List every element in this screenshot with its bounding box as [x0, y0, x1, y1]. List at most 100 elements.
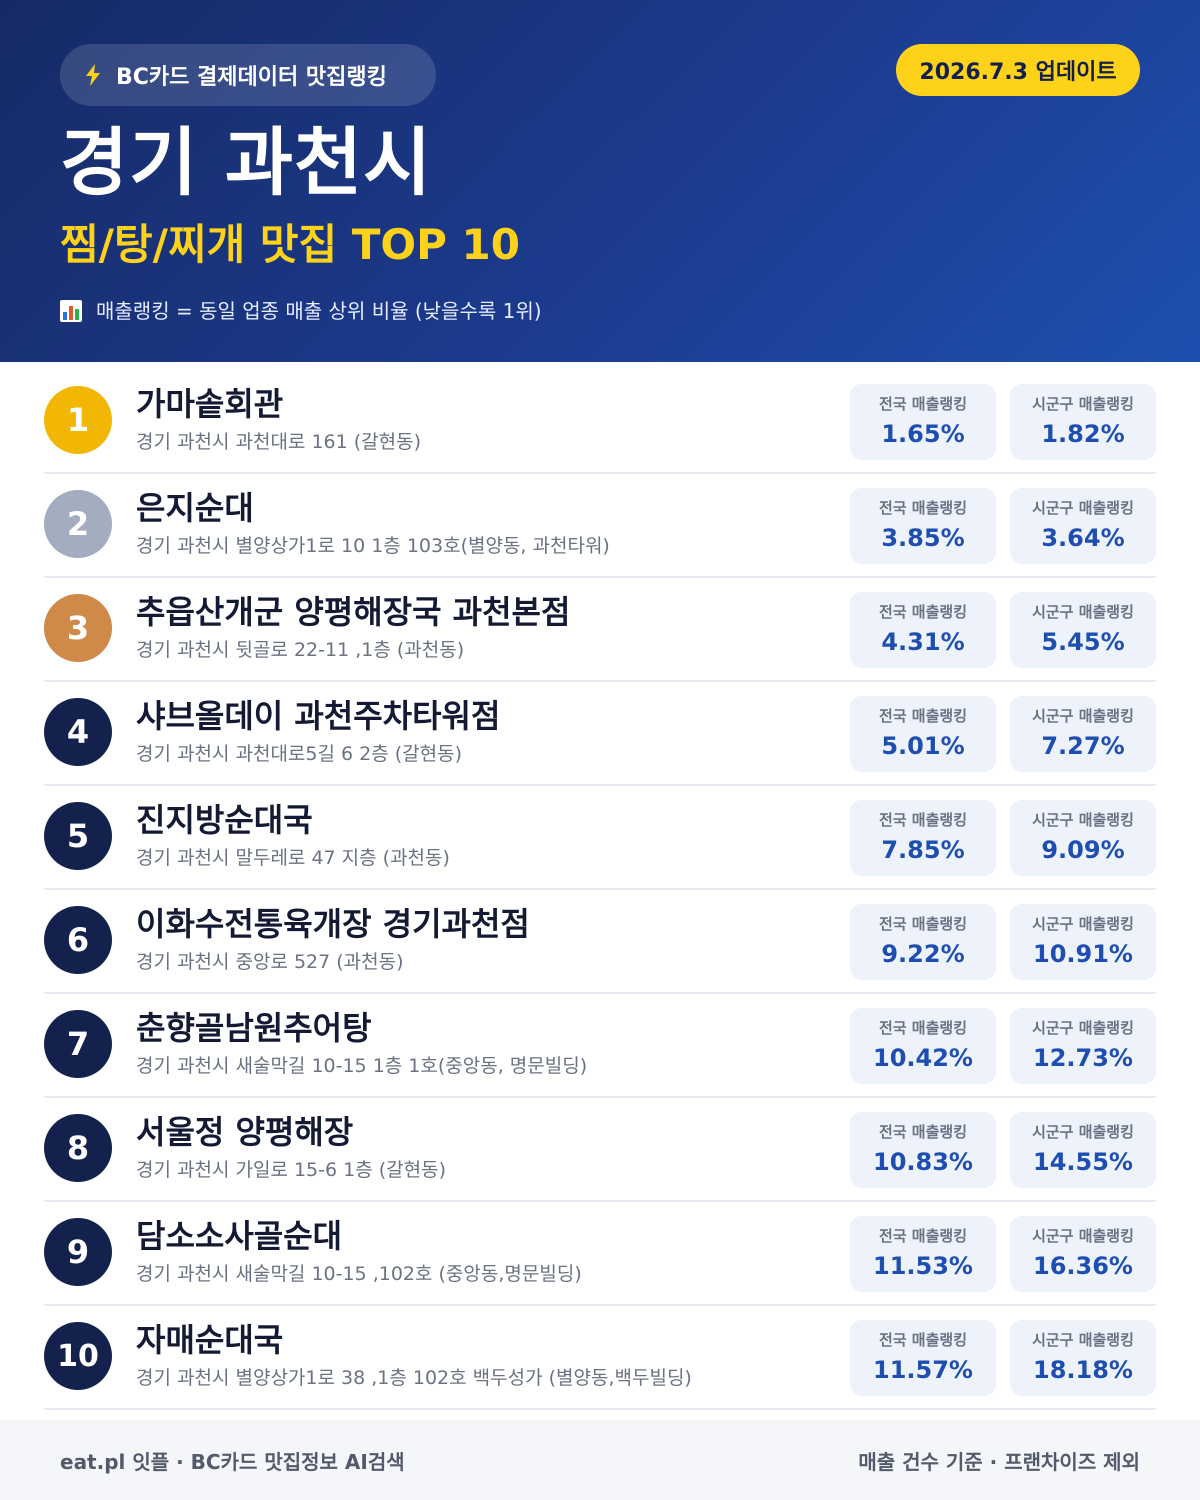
list-item[interactable]: 7 춘향골남원추어탕 경기 과천시 새술막길 10-15 1층 1호(중앙동, … [44, 994, 1156, 1098]
list-item[interactable]: 2 은지순대 경기 과천시 별양상가1로 10 1층 103호(별양동, 과천타… [44, 474, 1156, 578]
local-rank-card: 시군구 매출랭킹 7.27% [1010, 696, 1156, 772]
local-rank-value: 1.82% [1041, 420, 1125, 448]
restaurant-address: 경기 과천시 과천대로5길 6 2층 (갈현동) [136, 743, 463, 765]
national-rank-value: 5.01% [881, 732, 965, 760]
ranking-legend: 매출랭킹 = 동일 업종 매출 상위 비율 (낮을수록 1위) [60, 296, 542, 326]
list-item[interactable]: 4 샤브올데이 과천주차타워점 경기 과천시 과천대로5길 6 2층 (갈현동)… [44, 682, 1156, 786]
restaurant-name: 추읍산개군 양평해장국 과천본점 [136, 593, 571, 631]
local-rank-label: 시군구 매출랭킹 [1032, 395, 1134, 413]
restaurant-name: 가마솥회관 [136, 385, 284, 423]
restaurant-name: 서울정 양평해장 [136, 1113, 354, 1151]
restaurant-name: 진지방순대국 [136, 801, 313, 839]
restaurant-address: 경기 과천시 뒷골로 22-11 ,1층 (과천동) [136, 639, 465, 661]
local-rank-value: 14.55% [1033, 1148, 1133, 1176]
national-rank-card: 전국 매출랭킹 3.85% [850, 488, 996, 564]
local-rank-value: 3.64% [1041, 524, 1125, 552]
local-rank-card: 시군구 매출랭킹 18.18% [1010, 1320, 1156, 1396]
national-rank-label: 전국 매출랭킹 [878, 499, 968, 517]
national-rank-label: 전국 매출랭킹 [878, 707, 968, 725]
update-date-badge: 2026.7.3 업데이트 [896, 44, 1140, 96]
national-rank-label: 전국 매출랭킹 [878, 1331, 968, 1349]
national-rank-value: 7.85% [881, 836, 965, 864]
restaurant-address: 경기 과천시 별양상가1로 10 1층 103호(별양동, 과천타워) [136, 535, 610, 557]
restaurant-name: 샤브올데이 과천주차타워점 [136, 697, 501, 735]
national-rank-card: 전국 매출랭킹 5.01% [850, 696, 996, 772]
restaurant-name: 이화수전통육개장 경기과천점 [136, 905, 530, 943]
rank-badge: 6 [44, 906, 112, 974]
national-rank-card: 전국 매출랭킹 1.65% [850, 384, 996, 460]
rank-badge: 2 [44, 490, 112, 558]
local-rank-label: 시군구 매출랭킹 [1032, 1227, 1134, 1245]
footer-source: eat.pl 잇플 · BC카드 맛집정보 AI검색 [60, 1449, 405, 1474]
rank-badge: 3 [44, 594, 112, 662]
national-rank-value: 4.31% [881, 628, 965, 656]
national-rank-value: 11.53% [873, 1252, 973, 1280]
national-rank-value: 9.22% [881, 940, 965, 968]
national-rank-card: 전국 매출랭킹 11.57% [850, 1320, 996, 1396]
local-rank-value: 16.36% [1033, 1252, 1133, 1280]
local-rank-label: 시군구 매출랭킹 [1032, 499, 1134, 517]
local-rank-label: 시군구 매출랭킹 [1032, 1019, 1134, 1037]
restaurant-address: 경기 과천시 중앙로 527 (과천동) [136, 951, 404, 973]
page-title: 경기 과천시 [60, 120, 433, 206]
bar-chart-icon [60, 300, 82, 322]
rank-badge: 10 [44, 1322, 112, 1390]
local-rank-card: 시군구 매출랭킹 5.45% [1010, 592, 1156, 668]
restaurant-address: 경기 과천시 새술막길 10-15 ,102호 (중앙동,명문빌딩) [136, 1263, 582, 1285]
national-rank-label: 전국 매출랭킹 [878, 1227, 968, 1245]
local-rank-value: 7.27% [1041, 732, 1125, 760]
local-rank-value: 12.73% [1033, 1044, 1133, 1072]
rank-badge: 9 [44, 1218, 112, 1286]
national-rank-value: 1.65% [881, 420, 965, 448]
list-item[interactable]: 6 이화수전통육개장 경기과천점 경기 과천시 중앙로 527 (과천동) 전국… [44, 890, 1156, 994]
national-rank-card: 전국 매출랭킹 7.85% [850, 800, 996, 876]
restaurant-ranking-list: 1 가마솥회관 경기 과천시 과천대로 161 (갈현동) 전국 매출랭킹 1.… [44, 370, 1156, 1410]
local-rank-label: 시군구 매출랭킹 [1032, 915, 1134, 933]
national-rank-value: 3.85% [881, 524, 965, 552]
rank-badge: 5 [44, 802, 112, 870]
list-item[interactable]: 8 서울정 양평해장 경기 과천시 가일로 15-6 1층 (갈현동) 전국 매… [44, 1098, 1156, 1202]
local-rank-label: 시군구 매출랭킹 [1032, 811, 1134, 829]
national-rank-card: 전국 매출랭킹 10.42% [850, 1008, 996, 1084]
rank-badge: 4 [44, 698, 112, 766]
national-rank-label: 전국 매출랭킹 [878, 915, 968, 933]
national-rank-value: 11.57% [873, 1356, 973, 1384]
restaurant-name: 은지순대 [136, 489, 254, 527]
header-banner: BC카드 결제데이터 맛집랭킹 2026.7.3 업데이트 경기 과천시 찜/탕… [0, 0, 1200, 362]
rank-badge: 7 [44, 1010, 112, 1078]
national-rank-label: 전국 매출랭킹 [878, 603, 968, 621]
lightning-icon [86, 64, 100, 86]
rank-badge: 1 [44, 386, 112, 454]
national-rank-card: 전국 매출랭킹 10.83% [850, 1112, 996, 1188]
local-rank-card: 시군구 매출랭킹 16.36% [1010, 1216, 1156, 1292]
local-rank-card: 시군구 매출랭킹 3.64% [1010, 488, 1156, 564]
list-item[interactable]: 5 진지방순대국 경기 과천시 말두레로 47 지층 (과천동) 전국 매출랭킹… [44, 786, 1156, 890]
restaurant-name: 자매순대국 [136, 1321, 284, 1359]
list-item[interactable]: 3 추읍산개군 양평해장국 과천본점 경기 과천시 뒷골로 22-11 ,1층 … [44, 578, 1156, 682]
page-subtitle: 찜/탕/찌개 맛집 TOP 10 [60, 220, 520, 269]
local-rank-card: 시군구 매출랭킹 10.91% [1010, 904, 1156, 980]
restaurant-address: 경기 과천시 과천대로 161 (갈현동) [136, 431, 422, 453]
national-rank-card: 전국 매출랭킹 9.22% [850, 904, 996, 980]
local-rank-value: 18.18% [1033, 1356, 1133, 1384]
restaurant-address: 경기 과천시 새술막길 10-15 1층 1호(중앙동, 명문빌딩) [136, 1055, 588, 1077]
list-item[interactable]: 9 담소소사골순대 경기 과천시 새술막길 10-15 ,102호 (중앙동,명… [44, 1202, 1156, 1306]
national-rank-value: 10.42% [873, 1044, 973, 1072]
local-rank-label: 시군구 매출랭킹 [1032, 1123, 1134, 1141]
local-rank-card: 시군구 매출랭킹 9.09% [1010, 800, 1156, 876]
local-rank-label: 시군구 매출랭킹 [1032, 707, 1134, 725]
rank-badge: 8 [44, 1114, 112, 1182]
legend-text: 매출랭킹 = 동일 업종 매출 상위 비율 (낮을수록 1위) [96, 299, 542, 323]
restaurant-name: 춘향골남원추어탕 [136, 1009, 372, 1047]
local-rank-card: 시군구 매출랭킹 14.55% [1010, 1112, 1156, 1188]
source-badge-label: BC카드 결제데이터 맛집랭킹 [116, 65, 387, 90]
restaurant-address: 경기 과천시 별양상가1로 38 ,1층 102호 백두성가 (별양동,백두빌딩… [136, 1367, 692, 1389]
national-rank-value: 10.83% [873, 1148, 973, 1176]
footer: eat.pl 잇플 · BC카드 맛집정보 AI검색 매출 건수 기준 · 프랜… [0, 1420, 1200, 1500]
local-rank-value: 5.45% [1041, 628, 1125, 656]
restaurant-address: 경기 과천시 말두레로 47 지층 (과천동) [136, 847, 450, 869]
national-rank-card: 전국 매출랭킹 4.31% [850, 592, 996, 668]
local-rank-value: 10.91% [1033, 940, 1133, 968]
list-item[interactable]: 1 가마솥회관 경기 과천시 과천대로 161 (갈현동) 전국 매출랭킹 1.… [44, 370, 1156, 474]
list-item[interactable]: 10 자매순대국 경기 과천시 별양상가1로 38 ,1층 102호 백두성가 … [44, 1306, 1156, 1410]
